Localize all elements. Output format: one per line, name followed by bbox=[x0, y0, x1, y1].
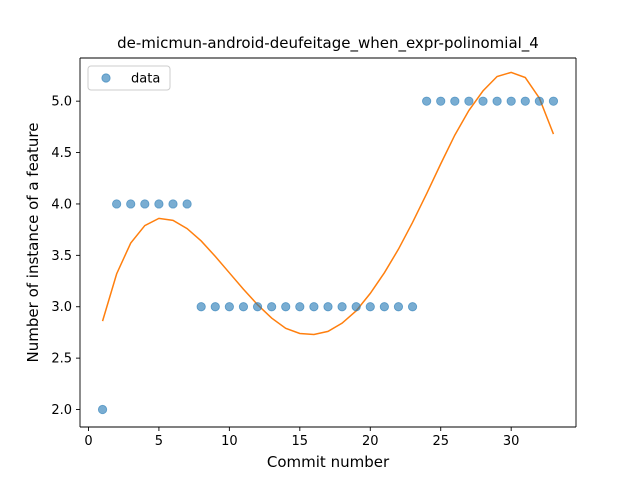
data-point bbox=[492, 96, 502, 106]
data-point bbox=[97, 404, 108, 415]
data-point bbox=[365, 302, 375, 312]
y-tick-label: 4.5 bbox=[51, 146, 72, 161]
data-point bbox=[126, 199, 136, 209]
data-point bbox=[309, 302, 319, 312]
data-point bbox=[548, 96, 559, 106]
x-tick-label: 20 bbox=[362, 434, 379, 449]
data-point bbox=[534, 96, 544, 106]
data-point bbox=[422, 96, 432, 106]
data-point bbox=[281, 302, 291, 312]
y-tick-label: 3.0 bbox=[51, 300, 72, 315]
x-tick-label: 10 bbox=[221, 434, 238, 449]
x-tick-label: 25 bbox=[432, 434, 449, 449]
data-point bbox=[520, 96, 530, 106]
data-point bbox=[154, 199, 164, 209]
x-tick-label: 15 bbox=[292, 434, 309, 449]
y-tick-label: 2.0 bbox=[51, 403, 72, 418]
data-point bbox=[210, 302, 220, 312]
data-point bbox=[436, 96, 446, 106]
x-tick-label: 0 bbox=[84, 434, 92, 449]
y-tick-label: 3.5 bbox=[51, 249, 72, 264]
data-point bbox=[182, 199, 192, 209]
data-point bbox=[351, 302, 361, 312]
data-point bbox=[323, 302, 333, 312]
legend-label: data bbox=[131, 72, 160, 87]
data-point bbox=[140, 199, 150, 209]
data-point bbox=[393, 302, 404, 312]
data-point bbox=[168, 199, 178, 209]
data-point bbox=[407, 302, 418, 312]
data-point bbox=[464, 96, 474, 106]
data-point bbox=[252, 302, 263, 312]
data-point bbox=[196, 302, 206, 312]
x-tick-label: 5 bbox=[155, 434, 163, 449]
data-point bbox=[337, 302, 347, 312]
y-tick-label: 5.0 bbox=[51, 95, 72, 110]
legend-box bbox=[87, 65, 171, 91]
data-point bbox=[295, 302, 305, 312]
data-point bbox=[267, 302, 277, 312]
x-tick-label: 30 bbox=[503, 434, 520, 449]
x-axis-label: Commit number bbox=[267, 453, 390, 471]
legend-marker bbox=[101, 73, 111, 83]
y-tick-label: 2.5 bbox=[51, 352, 72, 367]
data-point bbox=[450, 96, 460, 106]
data-point bbox=[379, 302, 389, 312]
fit-curve-line bbox=[101, 71, 555, 336]
data-point bbox=[478, 96, 488, 106]
y-tick-label: 4.0 bbox=[51, 197, 72, 212]
data-point bbox=[112, 199, 122, 209]
data-point bbox=[238, 302, 249, 312]
data-point bbox=[224, 302, 234, 312]
data-point bbox=[506, 96, 516, 106]
chart-title: de-micmun-android-deufeitage_when_expr-p… bbox=[117, 34, 539, 53]
y-axis-label: Number of instance of a feature bbox=[24, 123, 42, 363]
